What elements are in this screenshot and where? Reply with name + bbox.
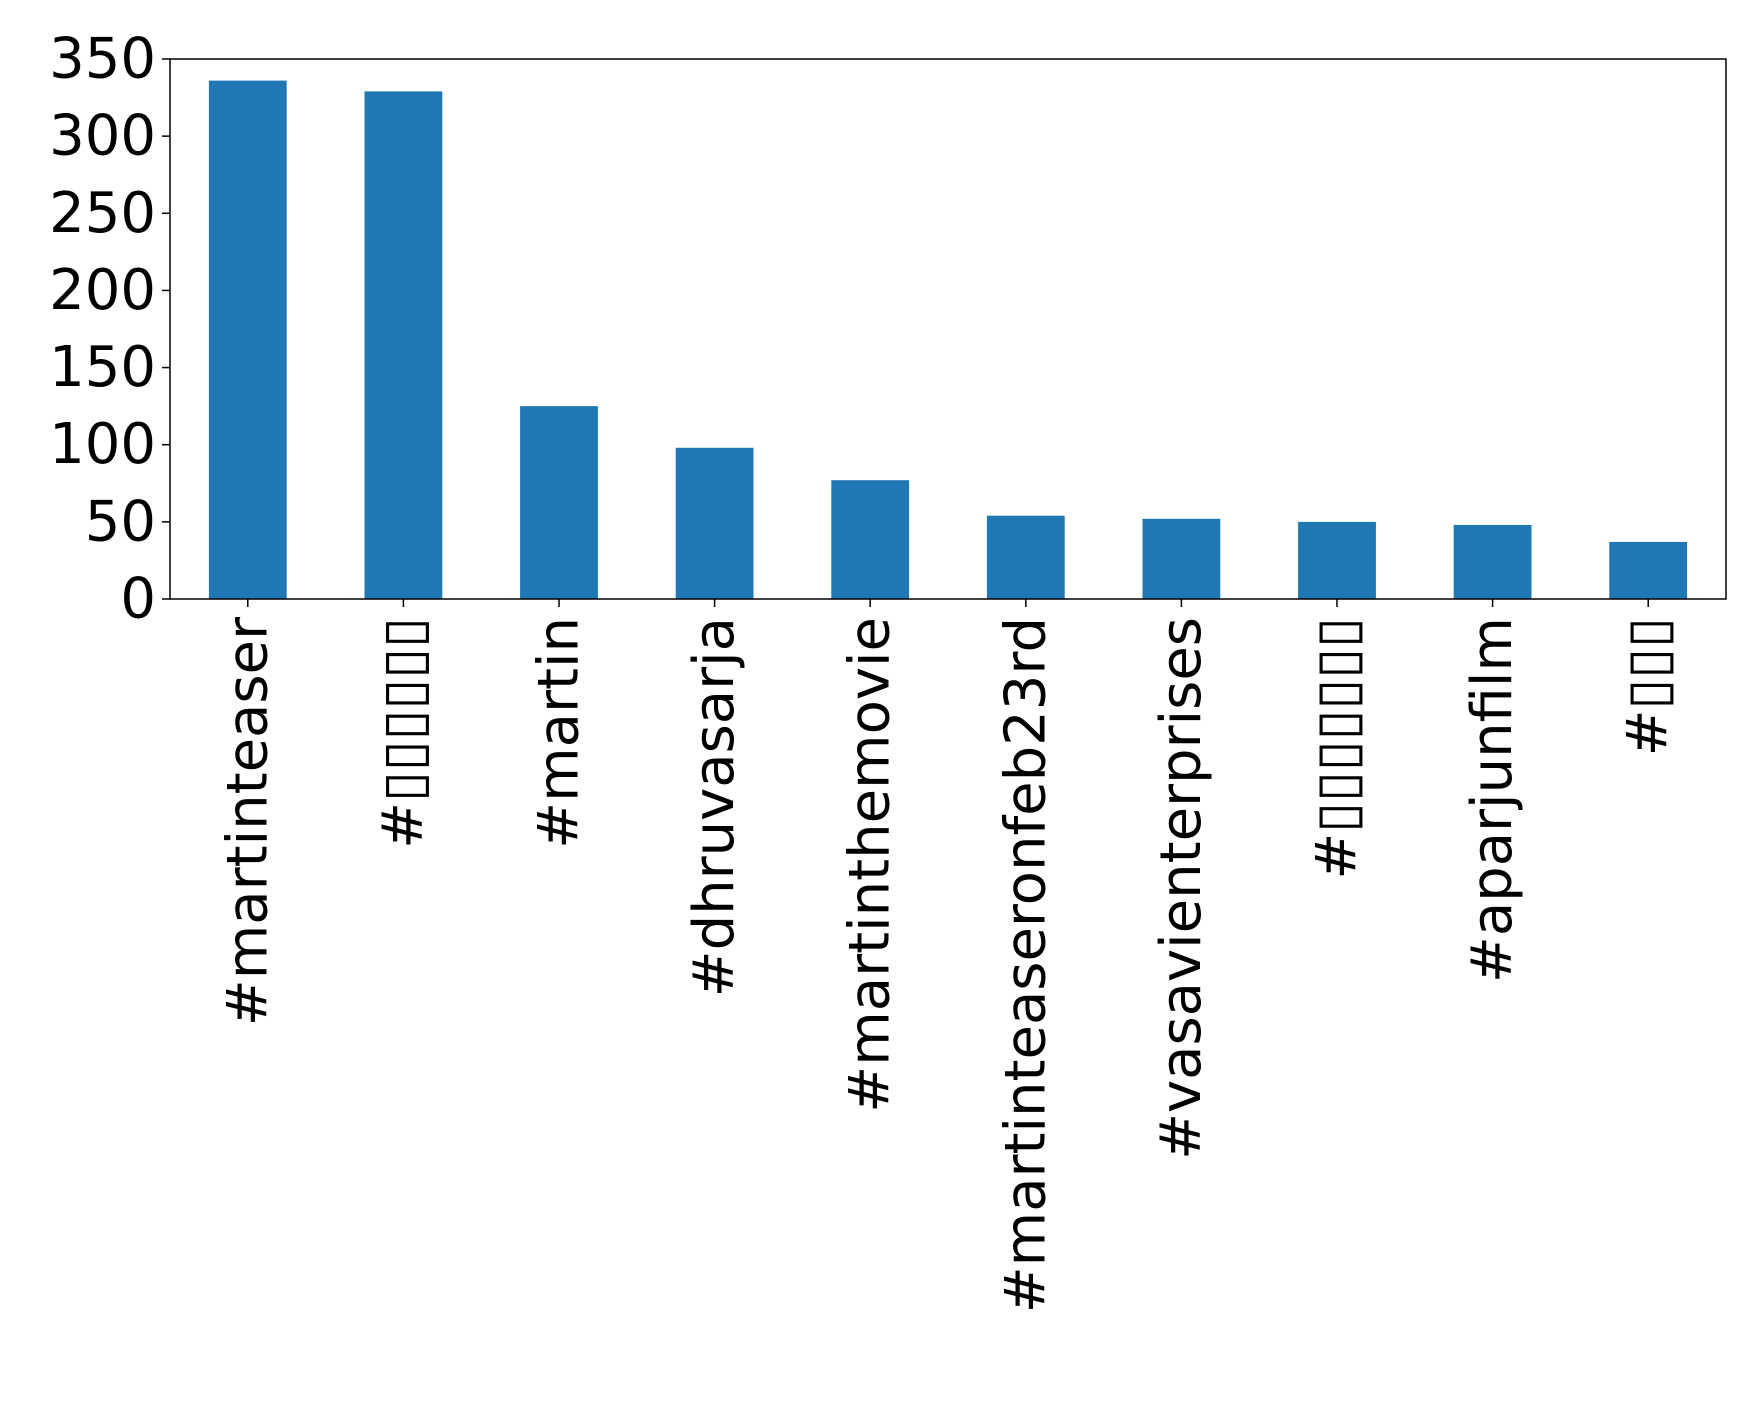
x-tick-label-9: #▯▯▯ — [1616, 617, 1681, 756]
y-tick-label-2: 100 — [49, 412, 156, 477]
y-tick-label-1: 50 — [85, 489, 156, 554]
x-tick-label-8: #aparjunfilm — [1460, 617, 1525, 983]
x-tick-label-2: #martin — [527, 617, 592, 849]
bar-3 — [675, 447, 754, 599]
x-tick-label-0: #martinteaser — [215, 616, 280, 1026]
y-tick-label-7: 350 — [49, 27, 156, 92]
x-tick-label-7: #▯▯▯▯▯▯▯ — [1305, 617, 1370, 880]
bar-6 — [1142, 518, 1221, 599]
y-tick-label-4: 200 — [49, 258, 156, 323]
y-tick-label-5: 250 — [49, 181, 156, 246]
x-tick-label-5: #martinteaseronfeb23rd — [993, 617, 1058, 1313]
x-axis: #martinteaser #▯▯▯▯▯▯ #martin #dhruvasarja #… — [215, 599, 1681, 1313]
x-tick-label-3: #dhruvasarja — [682, 617, 747, 997]
bar-9 — [1609, 541, 1688, 599]
bar-1 — [364, 91, 443, 600]
plot-frame — [169, 58, 1727, 600]
y-tick-label-6: 300 — [49, 104, 156, 169]
bar-4 — [831, 480, 910, 599]
bar-8 — [1453, 524, 1532, 599]
bar-2 — [520, 406, 598, 599]
bars — [208, 80, 1688, 600]
y-tick-label-3: 150 — [49, 335, 156, 400]
y-axis: 0 50 100 150 200 250 300 350 — [49, 27, 170, 632]
bar-7 — [1298, 521, 1376, 599]
y-tick-label-0: 0 — [120, 567, 156, 632]
x-tick-label-4: #martinthemovie — [838, 617, 903, 1113]
bar-0 — [208, 80, 287, 600]
x-tick-label-6: #vasavienterprises — [1149, 617, 1214, 1160]
bar-5 — [986, 515, 1065, 599]
x-tick-label-1: #▯▯▯▯▯▯ — [371, 617, 436, 849]
